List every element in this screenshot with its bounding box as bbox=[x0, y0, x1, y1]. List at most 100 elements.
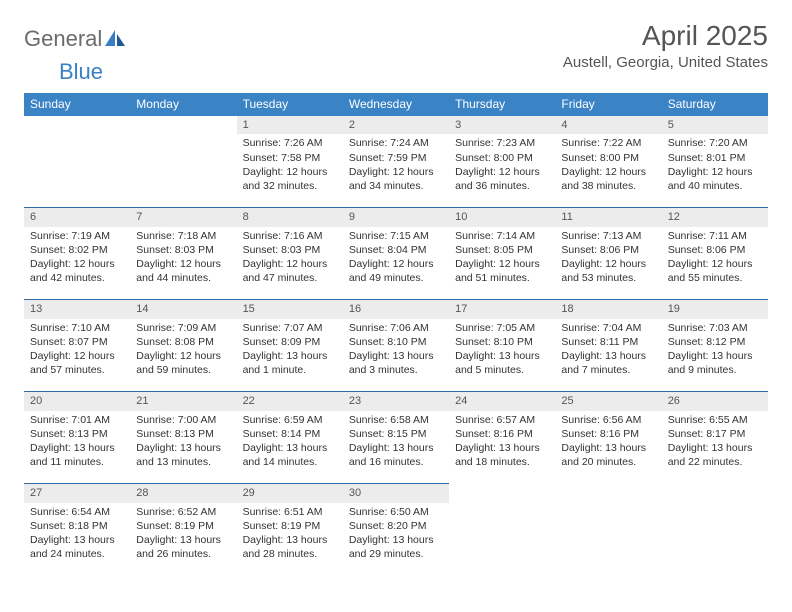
day-content: Sunrise: 6:56 AMSunset: 8:16 PMDaylight:… bbox=[555, 411, 661, 474]
daylight-text: Daylight: 12 hours and 59 minutes. bbox=[136, 349, 230, 377]
day-number: 28 bbox=[130, 484, 236, 503]
calendar-day-cell: 9Sunrise: 7:15 AMSunset: 8:04 PMDaylight… bbox=[343, 208, 449, 300]
calendar-day-cell bbox=[449, 484, 555, 576]
sunset-text: Sunset: 8:03 PM bbox=[136, 243, 230, 257]
calendar-day-cell: 29Sunrise: 6:51 AMSunset: 8:19 PMDayligh… bbox=[237, 484, 343, 576]
day-number: 1 bbox=[237, 116, 343, 135]
calendar-day-cell: 15Sunrise: 7:07 AMSunset: 8:09 PMDayligh… bbox=[237, 300, 343, 392]
calendar-day-cell: 12Sunrise: 7:11 AMSunset: 8:06 PMDayligh… bbox=[662, 208, 768, 300]
sunset-text: Sunset: 8:01 PM bbox=[668, 151, 762, 165]
day-number: 3 bbox=[449, 116, 555, 135]
calendar-day-cell: 28Sunrise: 6:52 AMSunset: 8:19 PMDayligh… bbox=[130, 484, 236, 576]
sunset-text: Sunset: 8:05 PM bbox=[455, 243, 549, 257]
daylight-text: Daylight: 12 hours and 38 minutes. bbox=[561, 165, 655, 193]
day-content: Sunrise: 7:22 AMSunset: 8:00 PMDaylight:… bbox=[555, 134, 661, 197]
sunrise-text: Sunrise: 6:57 AM bbox=[455, 413, 549, 427]
day-number: 6 bbox=[24, 208, 130, 227]
calendar-day-cell bbox=[130, 116, 236, 208]
sunset-text: Sunset: 8:09 PM bbox=[243, 335, 337, 349]
daylight-text: Daylight: 13 hours and 16 minutes. bbox=[349, 441, 443, 469]
daylight-text: Daylight: 13 hours and 9 minutes. bbox=[668, 349, 762, 377]
day-number: 13 bbox=[24, 300, 130, 319]
sunset-text: Sunset: 8:19 PM bbox=[136, 519, 230, 533]
sunset-text: Sunset: 8:00 PM bbox=[455, 151, 549, 165]
daylight-text: Daylight: 13 hours and 18 minutes. bbox=[455, 441, 549, 469]
sunset-text: Sunset: 8:10 PM bbox=[455, 335, 549, 349]
daylight-text: Daylight: 13 hours and 3 minutes. bbox=[349, 349, 443, 377]
daylight-text: Daylight: 12 hours and 57 minutes. bbox=[30, 349, 124, 377]
logo-text-blue: Blue bbox=[59, 59, 103, 84]
sunrise-text: Sunrise: 6:55 AM bbox=[668, 413, 762, 427]
day-number: 17 bbox=[449, 300, 555, 319]
sunrise-text: Sunrise: 7:10 AM bbox=[30, 321, 124, 335]
sunset-text: Sunset: 8:14 PM bbox=[243, 427, 337, 441]
calendar-day-cell: 3Sunrise: 7:23 AMSunset: 8:00 PMDaylight… bbox=[449, 116, 555, 208]
calendar-body: 1Sunrise: 7:26 AMSunset: 7:58 PMDaylight… bbox=[24, 116, 768, 576]
weekday-header: Friday bbox=[555, 93, 661, 116]
sunrise-text: Sunrise: 7:05 AM bbox=[455, 321, 549, 335]
calendar-day-cell: 25Sunrise: 6:56 AMSunset: 8:16 PMDayligh… bbox=[555, 392, 661, 484]
calendar-day-cell bbox=[662, 484, 768, 576]
day-number: 26 bbox=[662, 392, 768, 411]
sunrise-text: Sunrise: 7:00 AM bbox=[136, 413, 230, 427]
sunrise-text: Sunrise: 7:24 AM bbox=[349, 136, 443, 150]
sunrise-text: Sunrise: 7:14 AM bbox=[455, 229, 549, 243]
daylight-text: Daylight: 13 hours and 24 minutes. bbox=[30, 533, 124, 561]
calendar-day-cell: 1Sunrise: 7:26 AMSunset: 7:58 PMDaylight… bbox=[237, 116, 343, 208]
daylight-text: Daylight: 12 hours and 49 minutes. bbox=[349, 257, 443, 285]
sunrise-text: Sunrise: 6:50 AM bbox=[349, 505, 443, 519]
day-number: 10 bbox=[449, 208, 555, 227]
sunrise-text: Sunrise: 7:20 AM bbox=[668, 136, 762, 150]
calendar-day-cell: 22Sunrise: 6:59 AMSunset: 8:14 PMDayligh… bbox=[237, 392, 343, 484]
day-number: 5 bbox=[662, 116, 768, 135]
day-content: Sunrise: 6:51 AMSunset: 8:19 PMDaylight:… bbox=[237, 503, 343, 566]
daylight-text: Daylight: 12 hours and 34 minutes. bbox=[349, 165, 443, 193]
daylight-text: Daylight: 12 hours and 51 minutes. bbox=[455, 257, 549, 285]
daylight-text: Daylight: 13 hours and 11 minutes. bbox=[30, 441, 124, 469]
sunrise-text: Sunrise: 7:19 AM bbox=[30, 229, 124, 243]
day-content: Sunrise: 7:26 AMSunset: 7:58 PMDaylight:… bbox=[237, 134, 343, 197]
daylight-text: Daylight: 13 hours and 29 minutes. bbox=[349, 533, 443, 561]
calendar-week-row: 27Sunrise: 6:54 AMSunset: 8:18 PMDayligh… bbox=[24, 484, 768, 576]
calendar-week-row: 20Sunrise: 7:01 AMSunset: 8:13 PMDayligh… bbox=[24, 392, 768, 484]
daylight-text: Daylight: 13 hours and 5 minutes. bbox=[455, 349, 549, 377]
month-title: April 2025 bbox=[563, 20, 768, 52]
day-number: 24 bbox=[449, 392, 555, 411]
sunrise-text: Sunrise: 7:07 AM bbox=[243, 321, 337, 335]
sunset-text: Sunset: 8:06 PM bbox=[668, 243, 762, 257]
daylight-text: Daylight: 13 hours and 13 minutes. bbox=[136, 441, 230, 469]
day-number: 7 bbox=[130, 208, 236, 227]
calendar-day-cell: 11Sunrise: 7:13 AMSunset: 8:06 PMDayligh… bbox=[555, 208, 661, 300]
sunset-text: Sunset: 8:19 PM bbox=[243, 519, 337, 533]
calendar-day-cell: 6Sunrise: 7:19 AMSunset: 8:02 PMDaylight… bbox=[24, 208, 130, 300]
day-content: Sunrise: 7:19 AMSunset: 8:02 PMDaylight:… bbox=[24, 227, 130, 290]
sunset-text: Sunset: 7:59 PM bbox=[349, 151, 443, 165]
weekday-header: Sunday bbox=[24, 93, 130, 116]
calendar-day-cell: 14Sunrise: 7:09 AMSunset: 8:08 PMDayligh… bbox=[130, 300, 236, 392]
calendar-day-cell: 30Sunrise: 6:50 AMSunset: 8:20 PMDayligh… bbox=[343, 484, 449, 576]
day-number: 2 bbox=[343, 116, 449, 135]
sunset-text: Sunset: 8:08 PM bbox=[136, 335, 230, 349]
day-number: 18 bbox=[555, 300, 661, 319]
daylight-text: Daylight: 13 hours and 26 minutes. bbox=[136, 533, 230, 561]
sunrise-text: Sunrise: 7:03 AM bbox=[668, 321, 762, 335]
daylight-text: Daylight: 13 hours and 28 minutes. bbox=[243, 533, 337, 561]
sunrise-text: Sunrise: 7:13 AM bbox=[561, 229, 655, 243]
calendar-day-cell bbox=[555, 484, 661, 576]
day-number: 30 bbox=[343, 484, 449, 503]
day-number: 8 bbox=[237, 208, 343, 227]
sunrise-text: Sunrise: 7:01 AM bbox=[30, 413, 124, 427]
day-content: Sunrise: 7:16 AMSunset: 8:03 PMDaylight:… bbox=[237, 227, 343, 290]
sunrise-text: Sunrise: 7:26 AM bbox=[243, 136, 337, 150]
calendar-day-cell: 21Sunrise: 7:00 AMSunset: 8:13 PMDayligh… bbox=[130, 392, 236, 484]
sunset-text: Sunset: 8:15 PM bbox=[349, 427, 443, 441]
sunset-text: Sunset: 8:16 PM bbox=[455, 427, 549, 441]
daylight-text: Daylight: 13 hours and 22 minutes. bbox=[668, 441, 762, 469]
sunrise-text: Sunrise: 7:15 AM bbox=[349, 229, 443, 243]
day-content: Sunrise: 7:13 AMSunset: 8:06 PMDaylight:… bbox=[555, 227, 661, 290]
sunset-text: Sunset: 8:12 PM bbox=[668, 335, 762, 349]
day-number: 16 bbox=[343, 300, 449, 319]
day-content: Sunrise: 7:05 AMSunset: 8:10 PMDaylight:… bbox=[449, 319, 555, 382]
sunset-text: Sunset: 8:13 PM bbox=[136, 427, 230, 441]
day-content: Sunrise: 7:10 AMSunset: 8:07 PMDaylight:… bbox=[24, 319, 130, 382]
